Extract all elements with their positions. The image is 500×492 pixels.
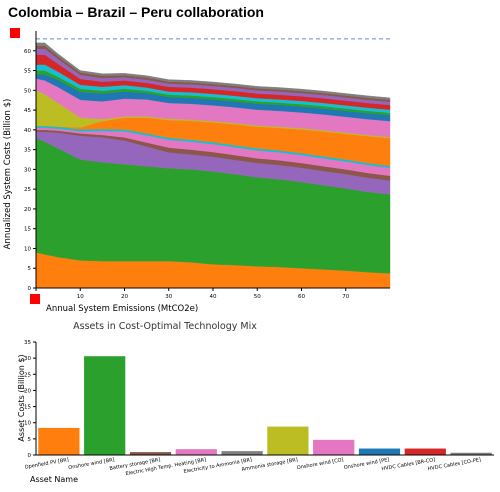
bar-y-tick-label: 20 [24, 388, 31, 394]
y-tick-label: 50 [24, 88, 31, 94]
x-tick-label: 20 [121, 294, 128, 300]
bar-y-tick-label: 35 [24, 340, 31, 346]
bar-5 [221, 451, 263, 455]
bar-y-tick-label: 0 [28, 453, 32, 459]
y-tick-label: 15 [24, 227, 31, 233]
y-tick-label: 45 [24, 108, 31, 114]
bar-7 [313, 439, 355, 455]
bar-8 [358, 448, 401, 455]
y-tick-label: 55 [24, 69, 31, 75]
y-tick-label: 0 [28, 286, 32, 292]
x-axis-label: Annual System Emissions (MtCO2e) [46, 304, 198, 314]
bar-category-label: HVDC Cables [CO-PE] [427, 457, 481, 472]
bar-category-label: Onshore wind [BR] [68, 457, 115, 471]
bar-1 [38, 427, 80, 455]
x-tick-label: 50 [254, 294, 261, 300]
y-tick-label: 10 [24, 246, 31, 252]
page-title: Colombia – Brazil – Peru collaboration [8, 4, 264, 20]
y-tick-label: 40 [24, 128, 31, 134]
bar-category-label: Onshore wind [CO] [296, 457, 344, 471]
x-tick-label: 40 [210, 294, 217, 300]
y-axis-drag-handle[interactable] [10, 28, 20, 38]
y-axis-label: Annualized System Costs (Billion $) [3, 99, 13, 250]
area-chart: 051015202530354045505560010203040506070A… [0, 24, 500, 324]
bar-y-tick-label: 15 [24, 405, 31, 411]
x-tick-label: 30 [165, 294, 172, 300]
bar-x-axis-label: Asset Name [30, 475, 78, 484]
bar-6 [267, 426, 309, 455]
bar-10 [450, 452, 492, 455]
bar-chart-svg: Assets in Cost-Optimal Technology Mix Ope… [17, 321, 494, 484]
y-tick-label: 20 [24, 207, 31, 213]
bar-9 [404, 448, 446, 455]
bar-y-axis-label: Asset Costs (Billion $) [17, 354, 26, 441]
area-chart-svg: 051015202530354045505560010203040506070A… [3, 31, 391, 314]
bar-category-label: Openfield PV [BR] [24, 457, 69, 471]
y-tick-label: 5 [28, 266, 32, 272]
area-series-16 [35, 42, 391, 101]
bar-chart: Assets in Cost-Optimal Technology Mix Ope… [0, 318, 500, 488]
bar-y-tick-label: 25 [24, 372, 31, 378]
x-tick-label: 10 [77, 294, 84, 300]
bar-3 [129, 452, 172, 455]
x-tick-label: 70 [342, 294, 349, 300]
y-tick-label: 60 [24, 49, 31, 55]
bar-2 [84, 356, 126, 455]
bar-4 [175, 449, 217, 455]
y-tick-label: 35 [24, 148, 31, 154]
bar-y-tick-label: 5 [28, 437, 32, 443]
y-tick-label: 25 [24, 187, 31, 193]
x-axis-drag-handle[interactable] [30, 294, 40, 304]
bar-y-tick-label: 10 [24, 421, 31, 427]
x-tick-label: 60 [298, 294, 305, 300]
y-tick-label: 30 [24, 167, 31, 173]
bar-chart-title: Assets in Cost-Optimal Technology Mix [73, 321, 257, 332]
bar-y-tick-label: 30 [24, 356, 31, 362]
